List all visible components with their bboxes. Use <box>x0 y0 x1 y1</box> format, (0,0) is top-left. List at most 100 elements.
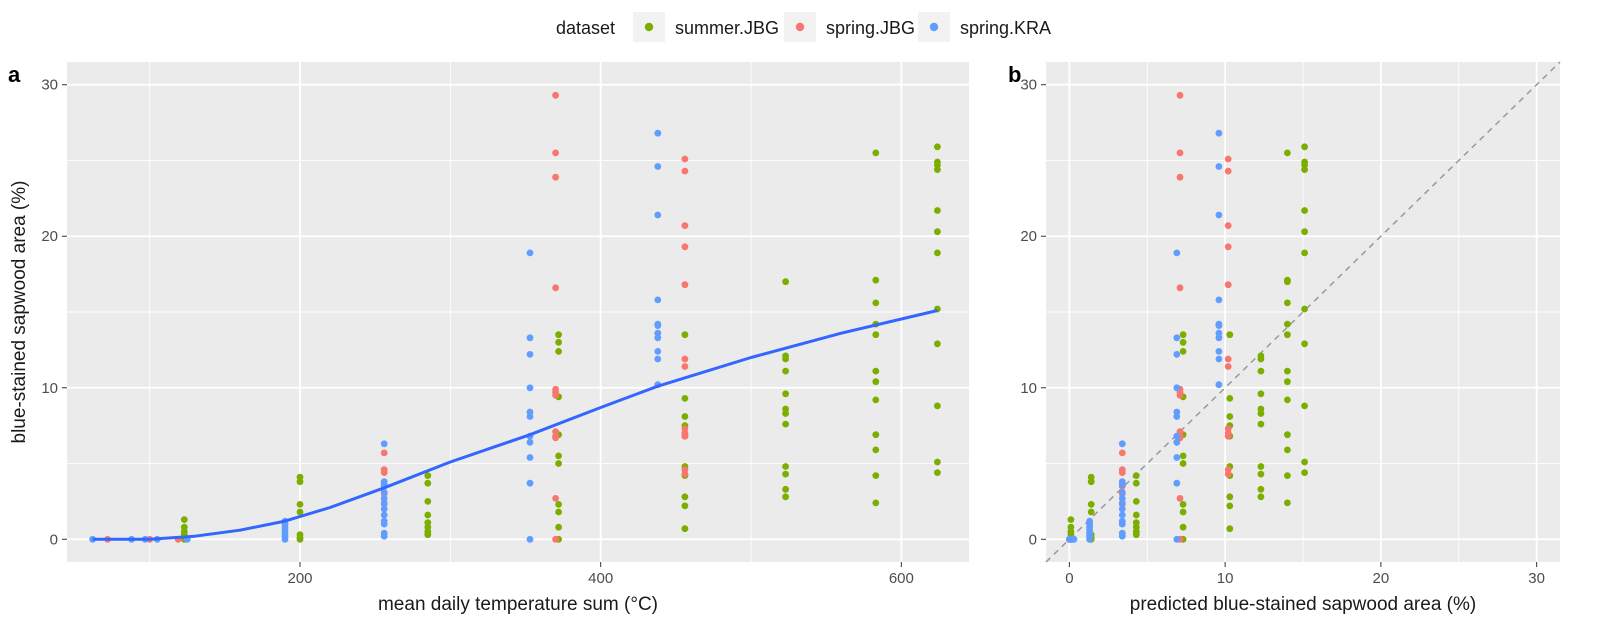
point-summer-jbg <box>934 228 941 236</box>
point-spring-jbg <box>380 466 388 473</box>
y-tick-label: 0 <box>50 531 58 548</box>
point-summer-jbg <box>424 511 432 519</box>
point-summer-jbg <box>1087 501 1095 508</box>
point-summer-jbg <box>1257 367 1265 375</box>
x-tick-label: 200 <box>288 570 313 587</box>
point-summer-jbg <box>424 479 432 487</box>
panel-b-letter: b <box>1008 62 1021 87</box>
point-summer-jbg <box>782 405 789 413</box>
point-spring-jbg <box>552 284 559 292</box>
point-summer-jbg <box>1257 390 1265 398</box>
point-summer-jbg <box>296 473 304 481</box>
point-summer-jbg <box>1067 523 1075 531</box>
point-summer-jbg <box>1301 207 1308 214</box>
point-spring-kra <box>1118 495 1126 502</box>
point-spring-kra <box>526 351 534 358</box>
point-spring-kra <box>1215 355 1223 363</box>
point-spring-kra <box>1215 348 1223 355</box>
point-summer-jbg <box>1284 378 1291 386</box>
point-spring-jbg <box>552 149 559 157</box>
point-summer-jbg <box>1301 158 1308 166</box>
y-tick-label: 30 <box>1020 77 1037 94</box>
legend: dataset summer.JBG spring.JBG spring.KRA <box>556 12 1051 42</box>
point-summer-jbg <box>1132 511 1140 519</box>
point-summer-jbg <box>1284 446 1291 454</box>
point-summer-jbg <box>872 472 880 479</box>
point-summer-jbg <box>782 390 789 398</box>
point-spring-kra <box>526 384 534 392</box>
point-summer-jbg <box>872 431 880 439</box>
point-summer-jbg <box>1301 458 1308 466</box>
point-summer-jbg <box>681 331 689 339</box>
point-spring-kra <box>1173 479 1181 487</box>
point-summer-jbg <box>1179 460 1187 467</box>
point-summer-jbg <box>782 470 789 478</box>
point-spring-jbg <box>1224 222 1232 230</box>
x-tick-label: 30 <box>1528 570 1545 587</box>
point-summer-jbg <box>681 395 689 402</box>
point-spring-kra <box>526 535 534 543</box>
point-spring-jbg <box>1224 281 1232 289</box>
point-summer-jbg <box>555 501 562 508</box>
point-summer-jbg <box>872 499 880 507</box>
legend-swatch-summer <box>644 22 654 32</box>
point-summer-jbg <box>1257 485 1265 493</box>
point-summer-jbg <box>872 299 880 307</box>
point-summer-jbg <box>1301 249 1308 257</box>
legend-label-spring-jbg: spring.JBG <box>826 18 915 38</box>
point-summer-jbg <box>1226 395 1234 402</box>
point-spring-jbg <box>1224 243 1232 251</box>
point-spring-kra <box>1173 384 1181 392</box>
point-spring-kra <box>380 517 388 525</box>
point-spring-jbg <box>681 425 689 433</box>
point-summer-jbg <box>1257 405 1265 413</box>
point-summer-jbg <box>1284 431 1291 439</box>
point-spring-kra <box>1215 329 1223 337</box>
point-summer-jbg <box>296 531 304 539</box>
point-summer-jbg <box>296 508 304 516</box>
point-spring-kra <box>1173 454 1181 461</box>
point-summer-jbg <box>1179 501 1187 508</box>
point-summer-jbg <box>180 516 188 523</box>
point-spring-kra <box>1215 163 1223 170</box>
legend-swatch-spring-kra <box>929 22 939 32</box>
point-summer-jbg <box>934 207 941 214</box>
point-summer-jbg <box>1284 472 1291 479</box>
point-spring-jbg <box>681 243 689 251</box>
point-summer-jbg <box>934 158 941 166</box>
point-spring-kra <box>1173 408 1181 416</box>
point-summer-jbg <box>934 340 941 348</box>
point-summer-jbg <box>555 338 562 346</box>
point-spring-jbg <box>681 167 689 175</box>
point-spring-jbg <box>1224 466 1232 473</box>
identity-line <box>1045 61 1561 563</box>
point-spring-jbg <box>552 428 559 436</box>
point-spring-kra <box>1215 296 1223 304</box>
point-spring-jbg <box>552 91 559 99</box>
point-summer-jbg <box>1132 498 1140 505</box>
point-spring-jbg <box>1224 167 1232 175</box>
point-summer-jbg <box>1087 508 1095 516</box>
legend-swatch-spring-jbg <box>795 22 805 32</box>
point-spring-kra <box>654 163 662 170</box>
point-summer-jbg <box>1284 149 1291 157</box>
point-summer-jbg <box>1301 228 1308 236</box>
point-spring-jbg <box>1176 495 1184 502</box>
x-tick-label: 20 <box>1373 570 1390 587</box>
point-summer-jbg <box>424 498 432 505</box>
point-summer-jbg <box>555 452 562 460</box>
point-summer-jbg <box>180 523 188 531</box>
x-tick-label: 10 <box>1217 570 1234 587</box>
point-summer-jbg <box>872 331 880 339</box>
point-spring-jbg <box>552 495 559 502</box>
point-summer-jbg <box>1087 473 1095 481</box>
point-summer-jbg <box>1179 331 1187 339</box>
point-spring-kra <box>380 505 388 513</box>
point-spring-kra <box>380 440 388 448</box>
point-spring-jbg <box>1176 284 1184 292</box>
panel-a-y-axis-title: blue-stained sapwood area (%) <box>9 181 30 444</box>
point-summer-jbg <box>1284 320 1291 328</box>
point-summer-jbg <box>934 402 941 410</box>
point-summer-jbg <box>1179 523 1187 531</box>
point-spring-kra <box>380 529 388 537</box>
